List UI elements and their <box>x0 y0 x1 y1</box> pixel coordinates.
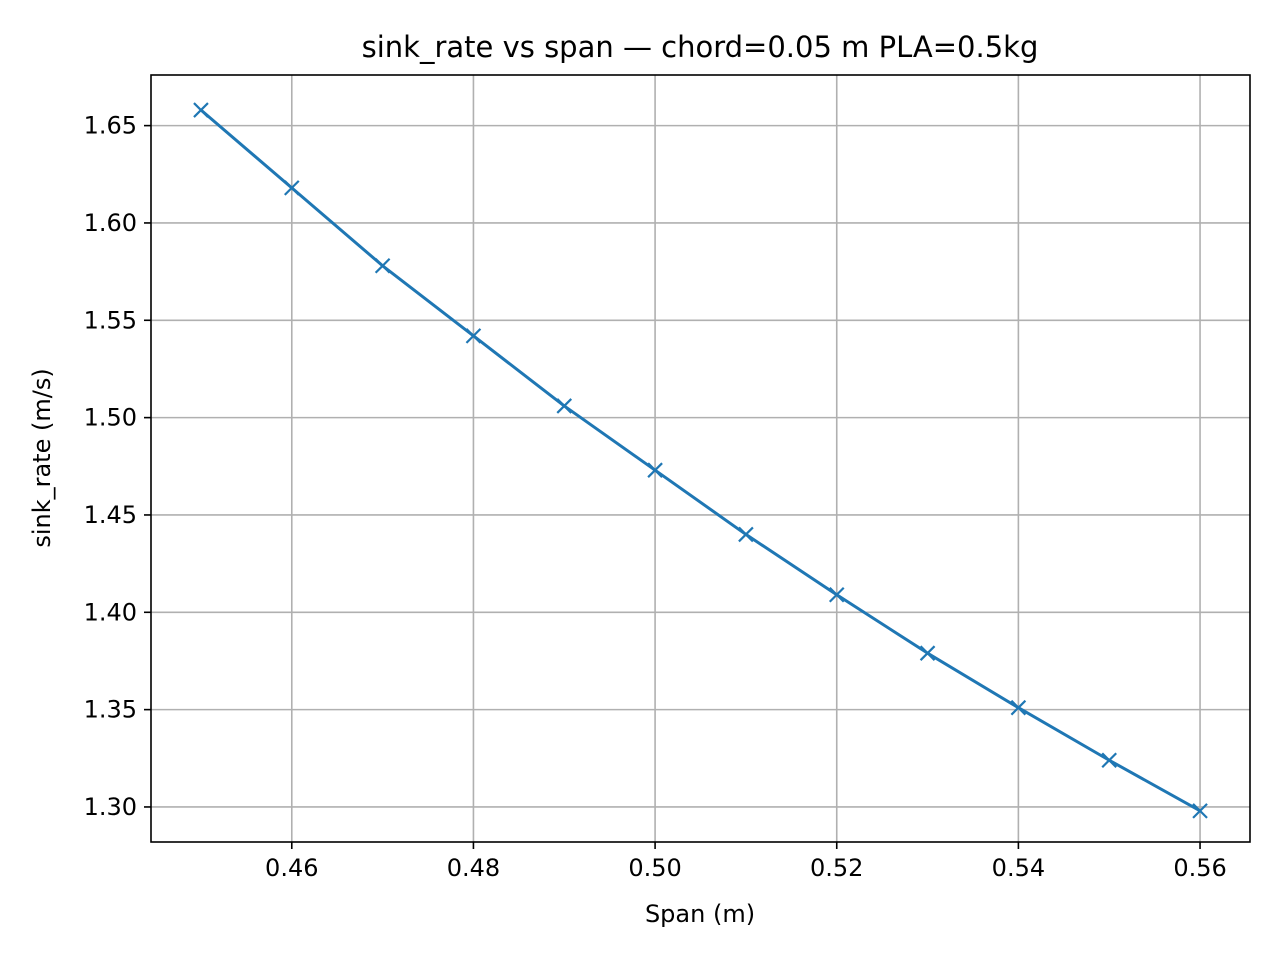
y-tick-label: 1.65 <box>84 112 137 140</box>
x-tick-label: 0.46 <box>265 854 318 882</box>
data-point-marker <box>1192 803 1208 819</box>
data-point-marker <box>374 257 391 274</box>
axis-ticks: 0.46 0.48 0.50 0.52 0.54 0.56 1.30 1.35 1.40 1.45… <box>84 112 1227 882</box>
data-point-marker <box>284 180 300 196</box>
data-point-marker <box>919 645 936 661</box>
x-tick-label: 0.56 <box>1173 854 1226 882</box>
data-point-marker <box>1010 699 1027 716</box>
x-axis-label: Span (m) <box>645 900 755 928</box>
y-tick-label: 1.30 <box>84 793 137 821</box>
data-point-marker <box>828 586 845 603</box>
data-point-marker <box>193 102 209 118</box>
y-tick-label: 1.35 <box>84 696 137 724</box>
y-tick-label: 1.45 <box>84 501 137 529</box>
data-point-marker <box>556 398 573 414</box>
y-tick-label: 1.50 <box>84 404 137 432</box>
chart-title: sink_rate vs span — chord=0.05 m PLA=0.5… <box>362 30 1039 64</box>
data-point-marker <box>465 328 482 344</box>
axes-frame <box>150 74 1251 843</box>
y-tick-label: 1.60 <box>84 209 137 237</box>
x-tick-label: 0.50 <box>628 854 681 882</box>
data-point-marker <box>1101 752 1117 769</box>
y-axis-label: sink_rate (m/s) <box>28 368 56 547</box>
plot-series <box>193 102 1208 819</box>
y-tick-label: 1.55 <box>84 306 137 334</box>
grid <box>151 75 1250 842</box>
x-tick-label: 0.54 <box>992 854 1045 882</box>
y-tick-label: 1.40 <box>84 598 137 626</box>
x-tick-label: 0.52 <box>810 854 863 882</box>
data-point-marker <box>738 526 754 543</box>
x-tick-label: 0.48 <box>447 854 500 882</box>
series-line <box>199 108 1201 813</box>
data-point-marker <box>647 462 663 478</box>
